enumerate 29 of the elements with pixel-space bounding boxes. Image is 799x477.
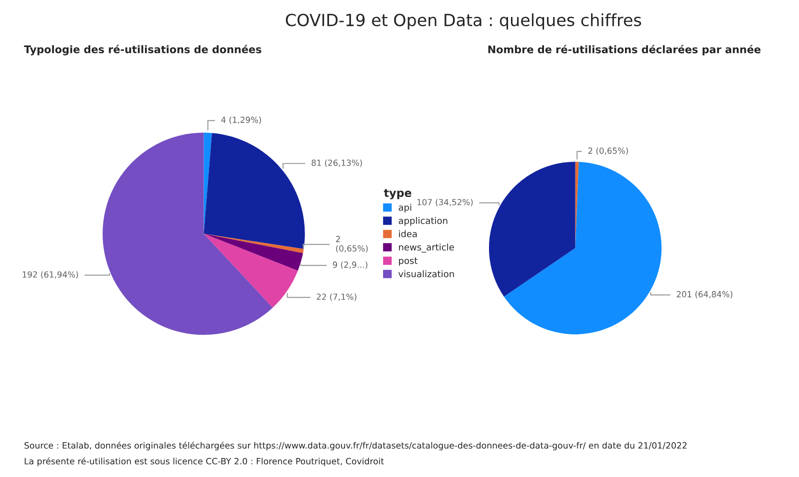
pie-slice [204,132,212,234]
chart-title: COVID-19 et Open Data : quelques chiffres [286,13,642,30]
data-label: 22 (7,1%) [316,293,356,301]
legend-label: api [398,204,412,213]
chart-subtitle: Typologie des ré-utilisations de données [24,44,262,56]
pie-slice [204,234,303,271]
legend-label: application [398,217,448,226]
legend-title: type [384,189,412,200]
pie-slice [204,234,298,308]
legend-label: post [399,258,418,266]
legend-label: visualization [398,270,454,278]
data-label: 107 (34,52%) [417,198,473,206]
pie-slice [204,234,304,254]
pie-slice [102,132,273,335]
data-label: 192 (61,94%) [22,271,78,279]
pie-slice [504,162,662,334]
pie-slice [488,162,576,297]
legend-label: news_article [399,244,454,253]
data-label: 2 (0,65%) [588,147,628,155]
data-label: 201 (64,84%) [676,290,732,298]
data-label: 2 (0,65%) [336,236,368,253]
data-label: 4 (1,29%) [221,116,262,124]
data-label: 81 (26,13%) [312,159,362,167]
chart-title: Nombre de ré-utilisations déclarées par année [488,44,760,56]
source-note: Source : Etalab, données originales téléchargées sur https://www.data.gouv.fr/fr/datasets/catalogue-des-donnees-de-data-gouv-fr/ en date du 21/01/2022 [24,442,687,450]
legend-label: idea [399,230,417,238]
data-label: 9 (2,9...) [332,261,368,269]
text: La présente ré-utilisation est sous licence CC-BY 2.0 : Florence Poutriquet, Covidroit [24,457,384,466]
pie-slice [204,132,305,250]
